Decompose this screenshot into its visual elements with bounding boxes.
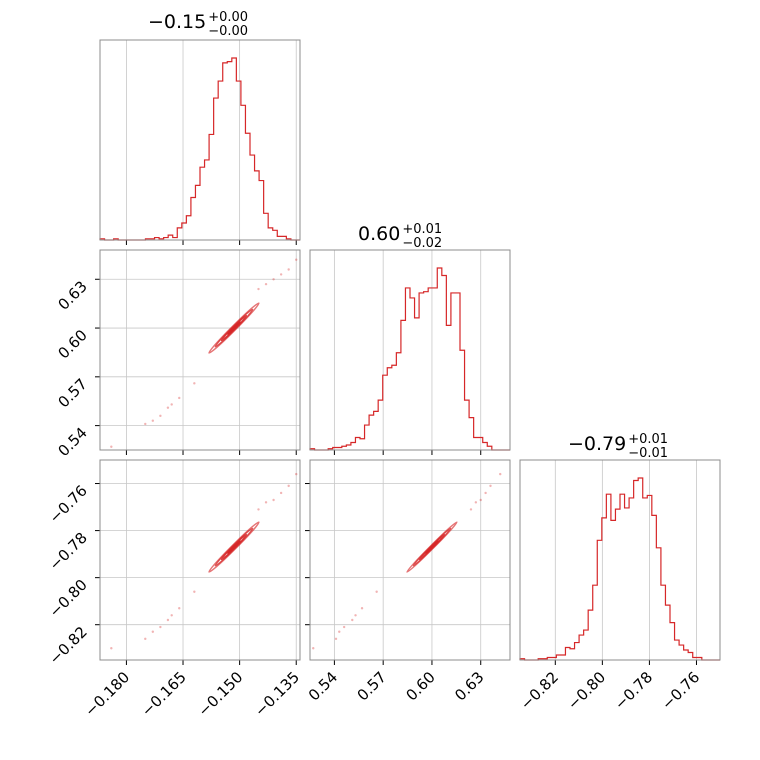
sample-point: [151, 419, 155, 422]
sample-point: [287, 268, 290, 271]
contour-level: [208, 521, 260, 573]
sample-point: [144, 637, 147, 641]
param-2-title-lower-error: −0.02: [402, 236, 442, 251]
param-1-title-upper-error: +0.00: [208, 10, 248, 25]
sample-point: [110, 445, 113, 448]
param-3-title-value: −0.79: [568, 433, 626, 455]
sample-point: [264, 282, 268, 286]
sample-point: [170, 403, 173, 406]
sample-point: [295, 472, 298, 476]
sample-point: [287, 484, 290, 488]
sample-point: [264, 501, 268, 504]
panel-background: [100, 250, 300, 450]
panel-frame: [99, 249, 301, 451]
sample-point: [342, 625, 346, 629]
panel-frame: [99, 39, 301, 241]
x-tick-label: −0.80: [564, 668, 609, 713]
sample-point: [279, 491, 283, 495]
sample-point: [279, 273, 283, 276]
panel-background: [310, 250, 510, 450]
sample-point: [144, 422, 147, 426]
panel-frame: [309, 459, 511, 661]
panel-frame: [519, 459, 721, 661]
sample-point: [338, 630, 341, 633]
param-2-title-value: 0.60: [358, 223, 400, 245]
sample-point: [469, 508, 473, 511]
param-1-title-value: −0.15: [148, 11, 206, 33]
param-1-title-lower-error: −0.00: [208, 24, 248, 39]
sample-point: [151, 630, 155, 633]
sample-point: [360, 607, 364, 610]
panel-background: [310, 460, 510, 660]
sample-point: [484, 491, 487, 495]
sample-point: [166, 618, 170, 622]
x-tick-label: −0.78: [611, 668, 656, 713]
sample-point: [257, 508, 260, 511]
y-tick-label: −0.80: [46, 576, 91, 621]
panel-frame: [309, 249, 511, 451]
x-tick-label: −0.82: [517, 668, 562, 713]
sample-point: [272, 278, 275, 281]
sample-point: [110, 647, 113, 650]
sample-point: [312, 647, 315, 650]
sample-point: [178, 396, 181, 400]
y-tick-label: −0.78: [46, 529, 91, 574]
plot-layer: [95, 39, 721, 665]
x-tick-label: 0.54: [305, 668, 341, 704]
sample-point: [257, 287, 260, 291]
x-tick-label: −0.76: [658, 668, 703, 713]
panel-frame: [99, 459, 301, 661]
x-tick-label: −0.165: [138, 668, 190, 720]
sample-point: [193, 590, 196, 593]
sample-point: [474, 501, 478, 504]
x-tick-label: −0.135: [251, 668, 303, 720]
y-tick-label: 0.54: [54, 424, 90, 460]
sample-point: [166, 406, 170, 409]
sample-point: [178, 607, 181, 610]
sample-point: [489, 484, 492, 488]
panel-background: [100, 460, 300, 660]
y-tick-label: 0.63: [54, 277, 90, 313]
sample-point: [334, 637, 338, 641]
sample-point: [170, 614, 173, 617]
y-tick-label: 0.60: [54, 326, 90, 362]
x-tick-label: 0.63: [451, 668, 487, 704]
param-2-title-upper-error: +0.01: [402, 222, 442, 237]
y-tick-label: −0.76: [46, 482, 91, 527]
sample-point: [272, 498, 275, 502]
sample-point: [499, 472, 502, 476]
x-tick-label: 0.57: [354, 668, 390, 704]
panel-background: [520, 460, 720, 660]
param-3-title-upper-error: +0.01: [628, 432, 668, 447]
contour-level: [208, 302, 260, 354]
contour-level: [406, 521, 458, 573]
y-tick-label: −0.82: [46, 623, 91, 668]
panel-background: [100, 40, 300, 240]
param-3-title-lower-error: −0.01: [628, 446, 668, 461]
sample-point: [159, 414, 162, 418]
sample-point: [479, 498, 482, 502]
histogram-param-3: [519, 477, 720, 661]
y-tick-label: 0.57: [54, 375, 90, 411]
x-tick-label: −0.180: [81, 668, 133, 720]
sample-point: [159, 625, 162, 629]
sample-point: [375, 590, 378, 593]
sample-point: [193, 382, 196, 385]
x-tick-label: −0.150: [194, 668, 246, 720]
x-tick-label: 0.60: [402, 668, 438, 704]
sample-point: [295, 258, 298, 261]
sample-point: [351, 618, 354, 622]
histogram-param-2: [309, 267, 510, 451]
sample-point: [354, 614, 357, 617]
